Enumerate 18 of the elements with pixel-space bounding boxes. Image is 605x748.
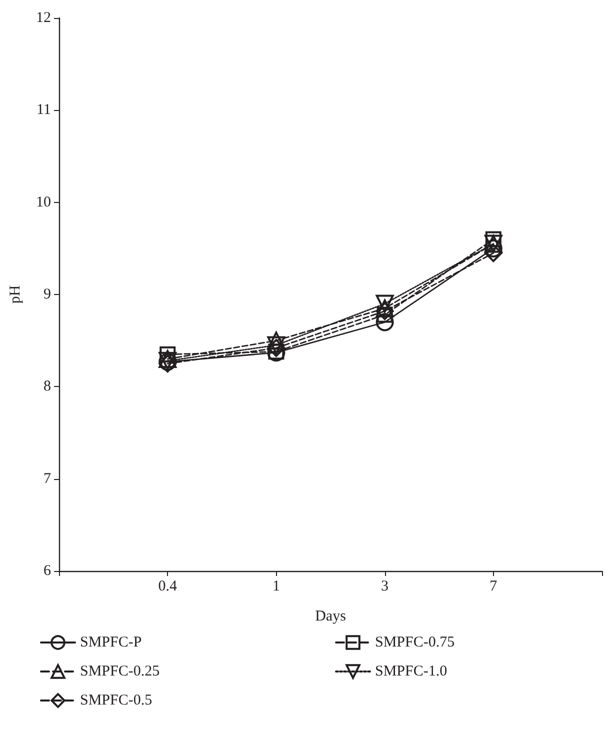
x-tick-label: 3 [381, 578, 389, 594]
legend-label: SMPFC-P [80, 634, 142, 650]
y-tick-label: 12 [36, 10, 51, 26]
y-tick-label: 7 [44, 470, 52, 487]
legend-label: SMPFC-0.75 [375, 634, 455, 650]
y-tick-label: 6 [44, 563, 52, 579]
x-tick-label: 1 [272, 578, 280, 594]
y-tick-label: 10 [36, 194, 51, 210]
x-tick-label: 7 [490, 578, 498, 594]
legend-label: SMPFC-0.25 [80, 664, 160, 680]
x-tick-label: 0.4 [158, 578, 178, 594]
y-tick-label: 8 [44, 378, 51, 395]
x-axis-title: Days [315, 608, 346, 624]
legend-label: SMPFC-1.0 [375, 664, 448, 680]
y-axis-title: pH [8, 285, 24, 304]
y-tick-label: 9 [44, 286, 51, 302]
y-tick-label: 11 [36, 102, 51, 118]
legend-label: SMPFC-0.5 [80, 692, 152, 708]
